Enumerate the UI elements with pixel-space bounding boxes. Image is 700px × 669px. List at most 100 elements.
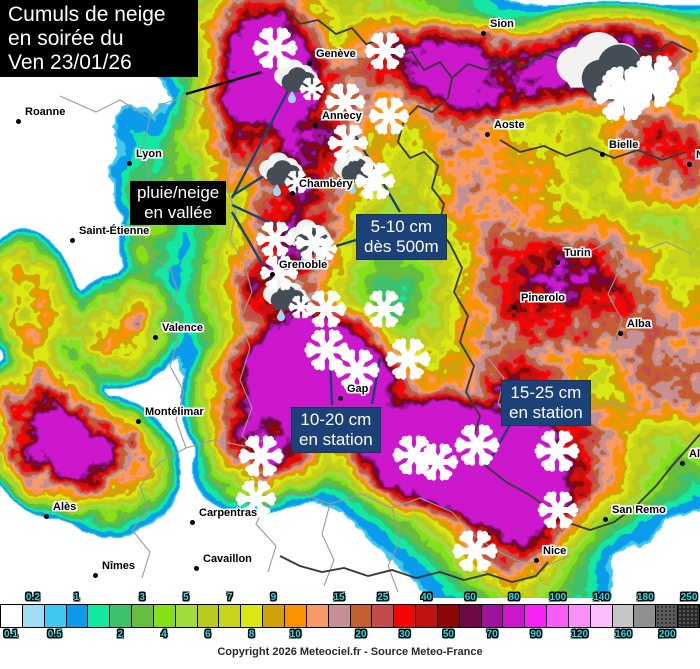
callout-rain-snow-valley: pluie/neige en vallée — [130, 181, 227, 225]
city-label: Nice — [543, 545, 567, 557]
city-label: Valence — [162, 322, 203, 334]
callout-line2: en station — [509, 403, 583, 422]
legend-tick-label: 20 — [355, 629, 367, 640]
legend-swatch — [656, 605, 679, 627]
city-label: Roanne — [25, 106, 66, 118]
city-dot — [152, 334, 158, 340]
snowflake-icon — [454, 424, 500, 466]
snowflake-icon — [327, 124, 369, 162]
city-label: Nîmes — [102, 560, 136, 572]
snowflake-icon — [299, 77, 325, 101]
city-label: Cavaillon — [203, 553, 252, 565]
snowflake-icon — [363, 290, 405, 328]
legend-swatch — [416, 605, 438, 627]
legend-tick-label: 50 — [442, 629, 454, 640]
city-dot — [135, 418, 141, 424]
legend-tick-label: 1 — [73, 592, 80, 603]
snowflake-icon — [255, 221, 295, 257]
leader-line — [185, 70, 263, 96]
legend-tick-label: 7 — [226, 592, 233, 603]
snowflake-icon — [364, 32, 406, 70]
city-dot — [679, 460, 685, 466]
legend-swatch — [306, 605, 329, 627]
legend-swatch — [328, 605, 351, 627]
city-label: Alès — [53, 501, 77, 513]
snowflake-icon — [238, 435, 284, 477]
legend-tick-label: 90 — [530, 629, 542, 640]
city-label: Grenoble — [279, 259, 328, 271]
legend-tick-label: 200 — [658, 629, 676, 640]
callout-snow-5-10: 5-10 cm dès 500m — [356, 214, 447, 260]
colorbar-swatches — [0, 604, 700, 628]
callout-snow-10-20: 10-20 cm en station — [291, 407, 381, 453]
legend-swatch — [394, 605, 417, 627]
snowflake-icon — [334, 349, 380, 391]
map-title-line1: Cumuls de neige — [8, 3, 166, 26]
legend-swatch — [459, 605, 482, 627]
legend-swatch — [153, 605, 176, 627]
map-title: Cumuls de neige en soirée du Ven 23/01/2… — [0, 0, 198, 77]
snowflake-icon — [537, 491, 579, 529]
city-dot — [480, 30, 486, 36]
legend-swatch — [197, 605, 220, 627]
legend-tick-label: 0.5 — [47, 629, 62, 640]
city-dot — [599, 151, 605, 157]
city-dot — [602, 516, 608, 522]
city-label: San Remo — [612, 504, 666, 516]
precipitation-map[interactable]: Roanne Lyon Saint-Étienne Valence Montélimar… — [0, 0, 700, 598]
city-dot — [69, 237, 75, 243]
legend-swatch — [350, 605, 373, 627]
legend-tick-label: 5 — [183, 592, 189, 603]
legend-tick-label: 9 — [270, 592, 277, 603]
snowflake-icon — [368, 97, 410, 135]
city-label: Saint-Étienne — [79, 225, 150, 237]
leader-line — [370, 357, 382, 405]
snowflake-icon — [452, 530, 498, 572]
legend-tick-label: 15 — [333, 592, 345, 603]
leader-line — [230, 86, 292, 199]
legend-colorbar[interactable]: 0.2 1 3 5 7 9 15 25 40 60 80 100 140 180 250 0.1 0.5 2 4 6 8… — [0, 592, 700, 669]
snowflake-icon — [593, 69, 651, 121]
city-dot — [92, 572, 98, 578]
legend-swatch — [590, 605, 613, 627]
callout-line2: en station — [299, 430, 373, 449]
legend-tick-label: 0.1 — [3, 629, 18, 640]
legend-swatch — [634, 605, 657, 627]
legend-swatch — [568, 605, 591, 627]
city-label: Bielle — [609, 139, 639, 151]
city-dot — [686, 161, 692, 167]
rain-snow-cloud-icon — [256, 152, 314, 197]
legend-tick-label: 100 — [549, 592, 567, 603]
city-label: Alba — [627, 318, 651, 330]
callout-snow-15-25: 15-25 cm en station — [501, 380, 591, 426]
city-label: Gap — [347, 383, 369, 395]
callout-line1: 15-25 cm — [510, 383, 582, 402]
legend-tick-label: 30 — [399, 629, 411, 640]
snowflake-icon — [417, 443, 459, 481]
city-label: Aoste — [494, 119, 525, 131]
city-label: Pinerolo — [521, 292, 566, 304]
legend-swatch — [66, 605, 89, 627]
legend-tick-label: 6 — [205, 629, 211, 640]
legend-tick-label: 80 — [508, 592, 520, 603]
snowflake-icon — [294, 225, 334, 261]
city-label: Genève — [316, 48, 356, 60]
city-dot — [126, 160, 132, 166]
legend-tick-label: 4 — [161, 629, 167, 640]
snowflake-icon — [354, 162, 396, 200]
city-dot — [484, 131, 490, 137]
callout-line1: 5-10 cm — [370, 217, 433, 236]
city-label: Sion — [490, 18, 514, 30]
map-title-line2: en soirée du — [8, 27, 124, 50]
legend-swatch — [44, 605, 67, 627]
city-label: Albenga — [689, 448, 700, 460]
legend-tick-label: 40 — [421, 592, 433, 603]
legend-tick-label: 10 — [289, 629, 301, 640]
city-dot — [306, 60, 312, 66]
legend-tick-label: 250 — [680, 592, 698, 603]
city-label: Novara — [696, 149, 700, 161]
snowflake-icon — [324, 83, 366, 121]
legend-swatch — [372, 605, 395, 627]
legend-tick-label: 25 — [377, 592, 389, 603]
